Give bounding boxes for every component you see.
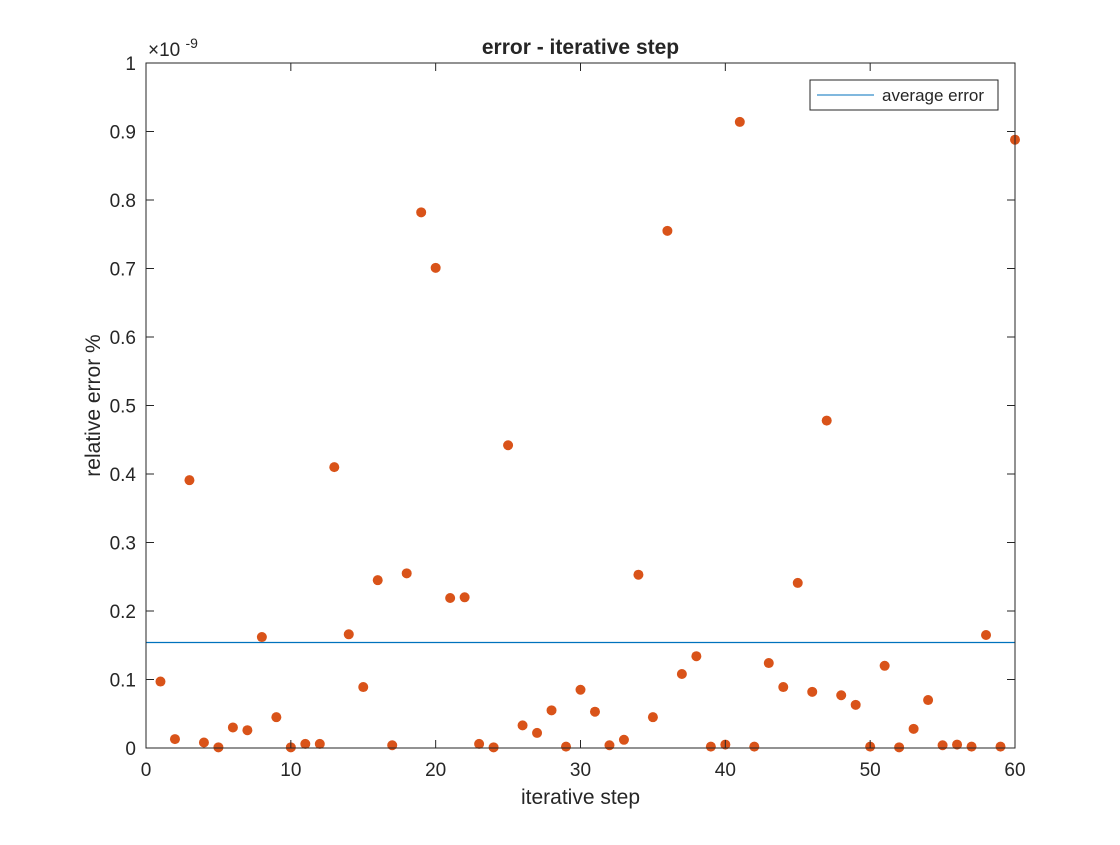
data-point bbox=[459, 592, 470, 603]
data-point bbox=[372, 575, 383, 586]
data-point bbox=[184, 475, 195, 486]
x-tick-label: 40 bbox=[715, 760, 736, 781]
data-point bbox=[749, 741, 760, 752]
data-point bbox=[271, 712, 282, 723]
x-tick-label: 20 bbox=[425, 760, 446, 781]
data-point bbox=[416, 207, 427, 218]
data-point bbox=[300, 738, 311, 749]
data-point bbox=[618, 734, 629, 745]
x-tick-label: 30 bbox=[570, 760, 591, 781]
y-axis-exponent-base: ×10 bbox=[148, 40, 180, 61]
y-tick-label: 1 bbox=[125, 54, 136, 75]
y-tick-label: 0.4 bbox=[110, 465, 137, 486]
data-point bbox=[908, 723, 919, 734]
data-point bbox=[676, 669, 687, 680]
data-point bbox=[705, 741, 716, 752]
y-tick-label: 0.2 bbox=[110, 602, 136, 623]
y-tick-label: 0.5 bbox=[110, 397, 136, 418]
data-point bbox=[474, 738, 485, 749]
y-tick-label: 0.3 bbox=[110, 534, 136, 555]
data-point bbox=[256, 632, 267, 643]
data-point bbox=[923, 695, 934, 706]
data-point bbox=[532, 727, 543, 738]
data-point bbox=[981, 629, 992, 640]
data-point bbox=[198, 737, 209, 748]
data-point bbox=[734, 116, 745, 127]
data-point bbox=[387, 740, 398, 751]
data-point bbox=[503, 440, 514, 451]
data-point bbox=[546, 705, 557, 716]
data-point bbox=[807, 686, 818, 697]
y-axis-exponent-power: -9 bbox=[186, 35, 199, 51]
data-point bbox=[952, 739, 963, 750]
x-tick-label: 50 bbox=[860, 760, 881, 781]
data-point bbox=[488, 742, 499, 753]
legend: average error bbox=[809, 79, 999, 111]
data-point bbox=[517, 720, 528, 731]
data-point bbox=[821, 415, 832, 426]
data-point bbox=[894, 742, 905, 753]
data-point bbox=[329, 462, 340, 473]
y-tick-label: 0.1 bbox=[110, 671, 136, 692]
data-point bbox=[169, 734, 180, 745]
data-point bbox=[937, 740, 948, 751]
data-point bbox=[561, 741, 572, 752]
y-tick-label: 0 bbox=[125, 739, 136, 760]
y-axis-exponent: ×10 -9 bbox=[148, 35, 198, 61]
data-point bbox=[836, 690, 847, 701]
data-point bbox=[155, 676, 166, 687]
y-tick-label: 0.8 bbox=[110, 191, 136, 212]
data-point bbox=[662, 225, 673, 236]
data-point bbox=[604, 740, 615, 751]
data-point bbox=[879, 660, 890, 671]
y-axis-label: relative error % bbox=[82, 334, 105, 476]
data-point bbox=[763, 658, 774, 669]
legend-entry-average-error: average error bbox=[882, 86, 984, 105]
data-point bbox=[358, 682, 369, 693]
data-point bbox=[227, 722, 238, 733]
x-tick-label: 10 bbox=[280, 760, 301, 781]
data-point bbox=[343, 629, 354, 640]
data-point bbox=[691, 651, 702, 662]
data-point bbox=[213, 742, 224, 753]
data-point bbox=[966, 741, 977, 752]
y-tick-label: 0.6 bbox=[110, 328, 136, 349]
y-tick-label: 0.9 bbox=[110, 123, 136, 144]
data-point bbox=[995, 741, 1006, 752]
data-point bbox=[589, 706, 600, 717]
data-point bbox=[445, 592, 456, 603]
data-point bbox=[242, 725, 253, 736]
data-point bbox=[633, 569, 644, 580]
x-axis-label: iterative step bbox=[521, 786, 640, 809]
data-point bbox=[850, 699, 861, 710]
data-point bbox=[575, 684, 586, 695]
data-point bbox=[401, 568, 412, 579]
data-point bbox=[314, 738, 325, 749]
chart-title: error - iterative step bbox=[482, 36, 679, 59]
data-point bbox=[647, 712, 658, 723]
plot-area bbox=[146, 63, 1015, 748]
data-point bbox=[430, 262, 441, 273]
data-point bbox=[778, 682, 789, 693]
y-tick-label: 0.7 bbox=[110, 260, 136, 281]
x-tick-label: 60 bbox=[1004, 760, 1025, 781]
data-point bbox=[792, 577, 803, 588]
x-tick-label: 0 bbox=[141, 760, 152, 781]
